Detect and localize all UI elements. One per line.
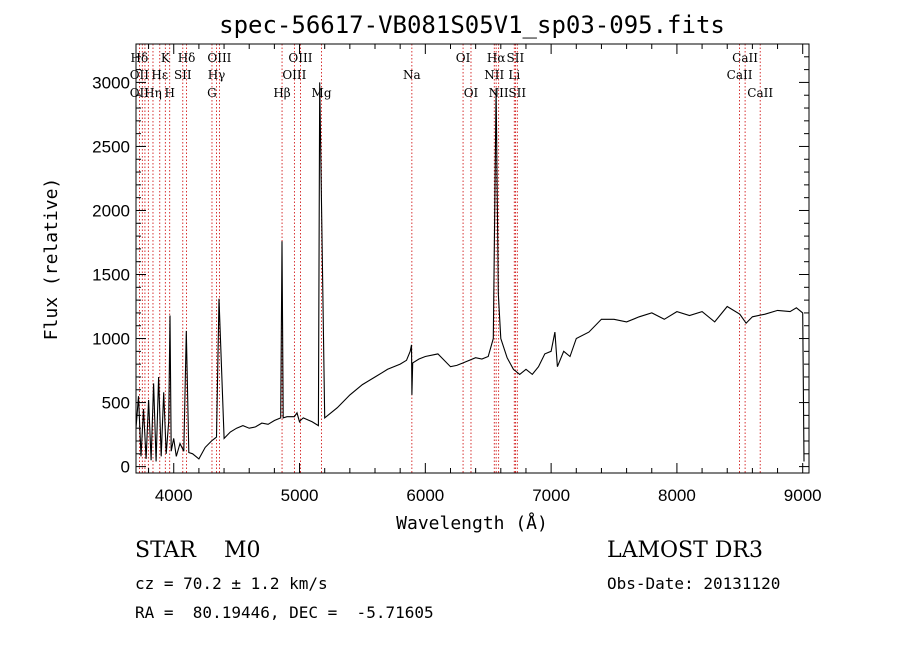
y-tick-label-1: 500	[102, 394, 130, 413]
line-label-26: CaII	[732, 51, 758, 65]
line-label-5: K	[161, 51, 171, 65]
emission-line-markers	[138, 44, 761, 473]
y-tick-label-6: 3000	[92, 73, 130, 92]
x-tick-label-5: 9000	[784, 486, 822, 505]
x-tick-label-1: 5000	[281, 486, 319, 505]
emission-line-labels: HδOIIOIIHηHεKHSIIHδGHγOIIIHβOIIIOIIIMgNa…	[130, 51, 774, 100]
line-label-22: Li	[508, 68, 520, 82]
y-tick-label-5: 2500	[92, 137, 130, 156]
line-label-7: SII	[174, 68, 192, 82]
line-label-13: OIII	[282, 68, 306, 82]
y-axis-label: Flux (relative)	[41, 178, 62, 341]
x-axis-ticks: 4000 5000 6000 7000 8000 9000	[148, 44, 822, 505]
line-label-9: G	[207, 86, 217, 100]
obs-date-label: Obs-Date: 20131120	[607, 574, 781, 593]
plot-frame	[135, 43, 810, 474]
line-label-2: OII	[130, 86, 150, 100]
x-tick-label-3: 7000	[532, 486, 570, 505]
line-label-18: OI	[464, 86, 479, 100]
line-label-11: OIII	[207, 51, 231, 65]
line-label-8: Hδ	[178, 51, 196, 65]
line-label-24: SII	[508, 86, 526, 100]
spectrum-series-line	[135, 82, 805, 462]
line-label-19: NII	[484, 68, 504, 82]
line-label-17: OI	[456, 51, 471, 65]
y-tick-label-3: 1500	[92, 266, 130, 285]
line-label-0: Hδ	[131, 51, 149, 65]
chart-title: spec-56617-VB081S05V1_sp03-095.fits	[219, 11, 725, 39]
line-label-3: Hη	[144, 86, 162, 100]
line-label-15: Mg	[312, 86, 332, 100]
line-label-1: OII	[130, 68, 150, 82]
line-label-27: CaII	[747, 86, 773, 100]
line-label-10: Hγ	[208, 68, 226, 82]
line-label-23: SII	[507, 51, 525, 65]
y-axis-ticks: 0 500 1000 1500 2000 2500 3000	[92, 56, 809, 477]
object-class-label: STAR M0	[135, 538, 261, 563]
y-tick-label-2: 1000	[92, 330, 130, 349]
x-tick-label-4: 8000	[658, 486, 696, 505]
line-label-20: Hα	[487, 51, 506, 65]
y-tick-label-0: 0	[121, 458, 130, 477]
coordinates-label: RA = 80.19446, DEC = -5.71605	[135, 603, 434, 622]
line-label-6: H	[164, 86, 174, 100]
y-tick-label-4: 2000	[92, 201, 130, 220]
survey-label: LAMOST DR3	[607, 538, 763, 563]
line-label-4: Hε	[151, 68, 168, 82]
x-tick-label-2: 6000	[406, 486, 444, 505]
x-tick-label-0: 4000	[155, 486, 193, 505]
line-label-25: CaII	[727, 68, 753, 82]
redshift-cz-label: cz = 70.2 ± 1.2 km/s	[135, 574, 328, 593]
line-label-16: Na	[403, 68, 421, 82]
x-axis-label: Wavelength (Å)	[396, 512, 548, 534]
line-label-14: OIII	[288, 51, 312, 65]
line-label-12: Hβ	[273, 86, 290, 100]
line-label-21: NII	[489, 86, 509, 100]
